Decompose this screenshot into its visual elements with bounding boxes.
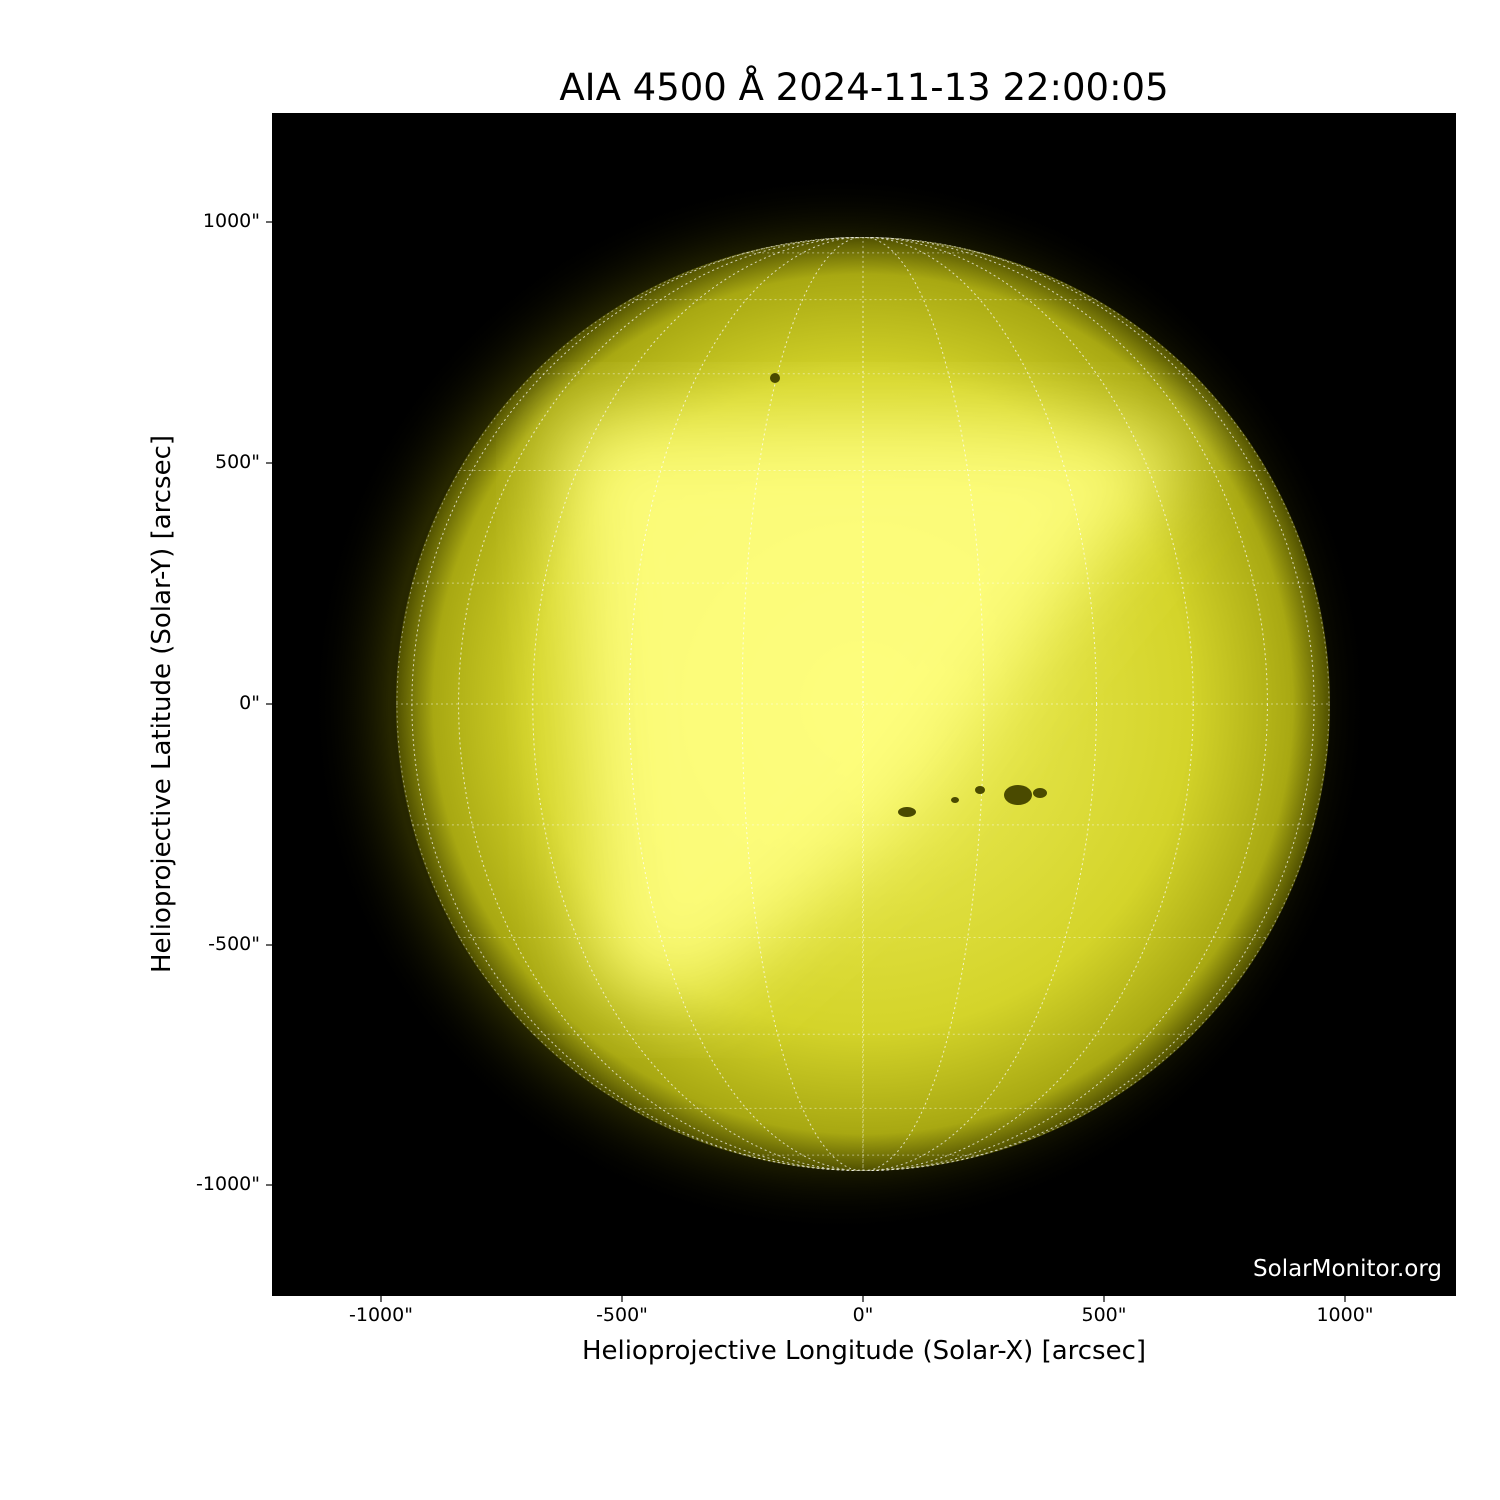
x-axis-label: Helioprojective Longitude (Solar-X) [arc… [581,1336,1147,1366]
y-axis-label: Helioprojective Latitude (Solar-Y) [arcs… [147,434,177,974]
x-tick-label: 0" [852,1304,874,1326]
sunspots [770,373,1047,817]
x-tick-label: -1000" [349,1304,413,1326]
x-tick-label: 1000" [1316,1304,1374,1326]
coordinate-grid [396,237,1330,1171]
bright-band [560,420,1200,1000]
limb-line [396,237,1330,1171]
y-tick-label: 1000" [202,210,260,232]
axis-ticks [266,221,1346,1302]
longitude-line [411,237,1315,1171]
plot-title: AIA 4500 Å 2024-11-13 22:00:05 [559,66,1169,109]
x-tick-label: 500" [1081,1304,1127,1326]
x-tick-label: -500" [596,1304,648,1326]
longitude-line [629,237,1097,1171]
longitude-line [741,237,985,1171]
watermark: SolarMonitor.org [1253,1256,1442,1282]
longitude-line [458,237,1268,1171]
longitude-line [458,237,1268,1171]
longitude-line [532,237,1194,1171]
y-tick-label: -500" [208,933,260,955]
longitude-line [532,237,1194,1171]
y-tick-label: -1000" [196,1173,260,1195]
longitude-line [411,237,1315,1171]
y-tick-label: 0" [239,692,260,714]
longitude-line [629,237,1097,1171]
longitude-line [741,237,985,1171]
longitude-line [862,237,864,1171]
y-tick-label: 500" [214,451,260,473]
